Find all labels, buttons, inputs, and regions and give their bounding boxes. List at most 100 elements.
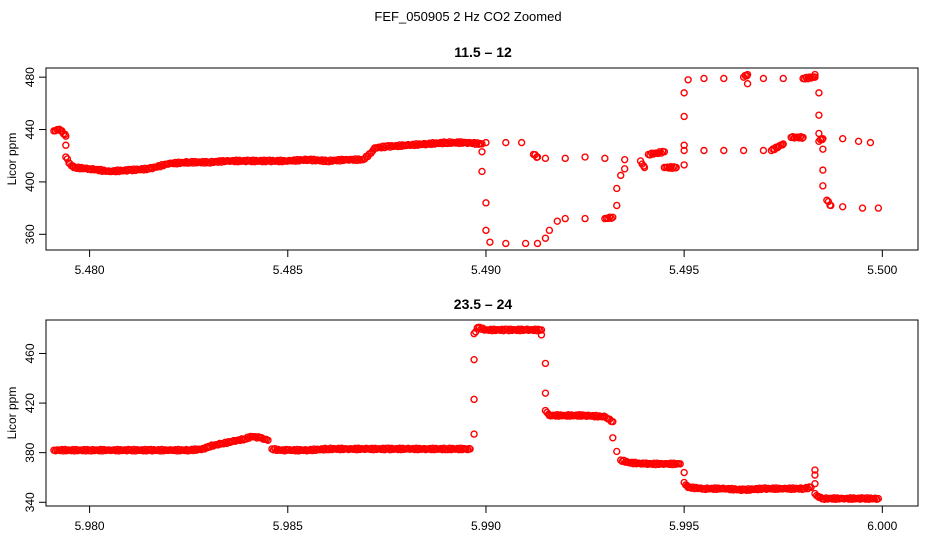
- panel-bottom-data-point: [537, 331, 546, 339]
- panel-top-data-point: [838, 135, 847, 143]
- panel-bottom-data-point: [811, 471, 819, 479]
- panel-bottom-data-point: [541, 389, 550, 397]
- panel-bottom-data-point: [537, 326, 546, 334]
- panel-top-y-tick-label: 480: [23, 67, 37, 87]
- panel-top-data-point: [811, 70, 819, 79]
- panel-top-data-point: [779, 140, 787, 148]
- panel-top-data-point: [739, 146, 748, 155]
- panel-bottom-data-point: [811, 466, 819, 474]
- panel-top-data-point: [486, 238, 494, 246]
- panel-top-data-point: [819, 145, 827, 153]
- panel-top-data-point: [131, 166, 140, 175]
- panel-top-data-point: [62, 153, 70, 161]
- panel-top-data-point: [779, 74, 787, 83]
- figure-title: FEF_050905 2 Hz CO2 Zoomed: [374, 9, 562, 24]
- panel-bottom-data-point: [541, 359, 550, 368]
- panel-top-data-point: [533, 239, 542, 248]
- panel-bottom-data-point: [807, 483, 815, 492]
- panel-top-data-point: [414, 141, 422, 149]
- panel-top-data-point: [553, 217, 562, 225]
- panel-top-data-point: [541, 234, 550, 242]
- panel-top-data-point: [613, 184, 621, 193]
- panel-bottom-data-point: [676, 460, 684, 468]
- panel-top-data-point: [799, 133, 807, 142]
- panel-top-data-point: [680, 141, 688, 149]
- panel-top-plot-box: [45, 67, 919, 251]
- panel-top-data-point: [819, 135, 827, 143]
- panel-top-data-point: [62, 141, 70, 149]
- panel-bottom-data-point: [470, 355, 478, 364]
- panel-top-data-point: [680, 161, 688, 169]
- panel-top-data-point: [581, 153, 589, 161]
- panel-top-x-tick-label: 5.495: [669, 263, 699, 277]
- panel-bottom-x-tick-label: 5.990: [471, 519, 501, 533]
- panel-top-data-point: [743, 80, 752, 88]
- panel-top-data-point: [700, 146, 708, 155]
- panel-top-data-point: [759, 74, 768, 83]
- panel-top-data-point: [700, 74, 708, 83]
- panel-top-data-point: [521, 239, 530, 248]
- panel-top-points: [50, 70, 883, 248]
- panel-top-data-point: [858, 204, 867, 212]
- panel-top-data-point: [819, 166, 827, 174]
- panel-top-data-point: [827, 201, 835, 210]
- panel-top-x-tick-label: 5.485: [273, 263, 303, 277]
- panel-top-data-point: [759, 146, 768, 155]
- panel-bottom-y-axis-label: Licor ppm: [5, 387, 19, 440]
- panel-bottom-points: [50, 323, 883, 503]
- panel-top-x-tick-label: 5.500: [867, 263, 897, 277]
- panel-top-data-point: [478, 140, 486, 148]
- panel-bottom-data-point: [470, 329, 478, 338]
- panel-top-data-point: [655, 148, 664, 156]
- panel-top-data-point: [386, 143, 394, 151]
- panel-top-data-point: [815, 111, 823, 119]
- panel-top: 11.5 – 12 Licor ppm 5.480 5.485 5.490 5.495…: [5, 44, 919, 277]
- panel-bottom-data-point: [609, 434, 617, 442]
- panel-bottom-data-point: [811, 479, 819, 488]
- panel-bottom-data-point: [533, 326, 541, 335]
- panel-top-axes: 5.480 5.485 5.490 5.495 5.500 360 400 440 480: [23, 67, 898, 277]
- panel-top-data-point: [502, 239, 510, 248]
- panel-bottom-data-point: [264, 436, 272, 444]
- panel-top-data-point: [145, 165, 153, 173]
- panel-top-data-point: [672, 163, 680, 172]
- panel-top-data-point: [561, 154, 569, 163]
- panel-top-y-axis-label: Licor ppm: [5, 133, 19, 186]
- panel-bottom-x-tick-label: 5.985: [273, 519, 303, 533]
- panel-top-data-point: [115, 167, 123, 176]
- panel-top-data-point: [680, 89, 688, 97]
- panel-top-data-point: [430, 140, 439, 148]
- panel-bottom-y-tick-label: 460: [23, 343, 37, 363]
- panel-top-x-tick-label: 5.490: [471, 263, 501, 277]
- panel-top-title: 11.5 – 12: [454, 44, 512, 60]
- panel-bottom-data-point: [874, 494, 883, 503]
- panel-top-data-point: [767, 146, 776, 155]
- panel-bottom-x-tick-label: 6.000: [867, 519, 897, 533]
- panel-top-y-tick-label: 400: [23, 172, 37, 192]
- panel-bottom-x-tick-label: 5.995: [669, 519, 699, 533]
- panel-bottom-data-point: [470, 395, 478, 404]
- panel-top-data-point: [804, 75, 812, 83]
- panel-bottom-data-point: [470, 430, 478, 438]
- panel-top-data-point: [620, 155, 629, 164]
- panel-top-data-point: [601, 154, 609, 163]
- panel-top-data-point: [482, 199, 490, 207]
- panel-bottom-data-point: [466, 445, 474, 453]
- panel-top-data-point: [720, 146, 728, 155]
- panel-top-data-point: [866, 138, 875, 147]
- panel-top-data-point: [533, 153, 542, 161]
- panel-top-x-tick-label: 5.480: [75, 263, 105, 277]
- panel-top-y-tick-label: 360: [23, 224, 37, 244]
- panel-bottom-data-point: [680, 468, 688, 477]
- panel-top-data-point: [620, 165, 629, 173]
- panel-top-data-point: [502, 138, 510, 147]
- panel-top-data-point: [541, 154, 550, 163]
- panel-top-data-point: [613, 201, 621, 210]
- panel-top-data-point: [478, 167, 486, 176]
- panel-bottom-data-point: [609, 417, 617, 426]
- panel-top-data-point: [609, 213, 617, 221]
- panel-top-data-point: [680, 146, 688, 155]
- panel-top-data-point: [482, 138, 490, 147]
- panel-bottom-data-point: [613, 447, 621, 456]
